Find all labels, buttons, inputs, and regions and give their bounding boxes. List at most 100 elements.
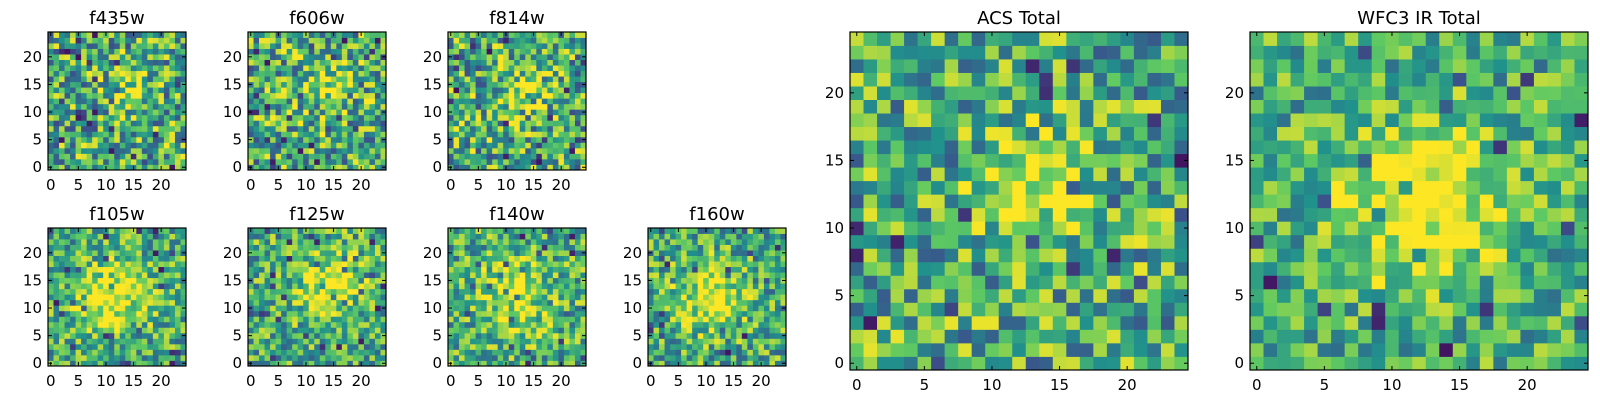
heatmap-cell [563, 228, 570, 234]
heatmap-cell [519, 125, 526, 132]
heatmap-cell [486, 92, 493, 99]
heatmap-cell [448, 321, 454, 328]
heatmap-cell [547, 70, 554, 77]
heatmap-cell [286, 81, 293, 88]
heatmap-cell [70, 125, 76, 132]
heatmap-cell [670, 354, 676, 361]
heatmap-cell [1147, 329, 1162, 344]
heatmap-cell [453, 338, 460, 345]
heatmap-cell [569, 261, 576, 268]
heatmap-cell [103, 299, 110, 306]
heatmap-cell [541, 81, 548, 88]
heatmap-cell [850, 261, 864, 276]
heatmap-cell [747, 316, 754, 323]
heatmap-cell [552, 158, 559, 165]
heatmap-cell [508, 349, 515, 356]
heatmap-cell [470, 277, 476, 284]
heatmap-cell [1093, 207, 1108, 222]
heatmap-cell [114, 164, 121, 171]
heatmap-cell [497, 299, 504, 306]
heatmap-cell [270, 228, 276, 234]
heatmap-cell [325, 142, 332, 149]
heatmap-cell [163, 266, 170, 273]
heatmap-cell [259, 349, 265, 356]
heatmap-cell [780, 354, 787, 361]
heatmap-cell [497, 233, 504, 240]
heatmap-cell [292, 321, 299, 328]
heatmap-cell [569, 109, 576, 116]
y-tick-label: 0 [32, 158, 42, 176]
heatmap-cell [525, 103, 532, 110]
heatmap-cell [1025, 288, 1040, 303]
heatmap-cell [481, 142, 488, 149]
heatmap-cell [275, 272, 282, 279]
heatmap-cell [563, 153, 570, 160]
heatmap-cell [330, 147, 337, 154]
heatmap-cell [464, 294, 471, 301]
heatmap-cell [380, 87, 387, 94]
heatmap-cell [736, 349, 743, 356]
heatmap-cell [75, 272, 82, 279]
heatmap-cell [525, 332, 532, 339]
heatmap-cell [363, 92, 370, 99]
heatmap-cell [541, 332, 548, 339]
heatmap-cell [119, 103, 126, 110]
heatmap-cell [769, 250, 776, 256]
heatmap-cell [275, 54, 282, 60]
heatmap-cell [70, 228, 76, 234]
heatmap-cell [780, 294, 787, 301]
heatmap-cell [119, 158, 126, 165]
heatmap-cell [464, 92, 471, 99]
x-tick-label: 10 [96, 176, 115, 194]
heatmap-cell [552, 164, 559, 171]
heatmap-cell [158, 153, 165, 160]
heatmap-cell [448, 70, 454, 77]
heatmap-cell [492, 316, 499, 323]
heatmap-cell [944, 248, 959, 263]
heatmap-cell [270, 294, 276, 301]
heatmap-cell [536, 233, 543, 240]
heatmap-cell [180, 272, 187, 279]
heatmap-cell [741, 244, 748, 251]
heatmap-cell [519, 294, 526, 301]
heatmap-cell [580, 266, 587, 273]
heatmap-cell [1133, 261, 1148, 276]
heatmap-cell [380, 120, 387, 127]
heatmap-cell [163, 272, 170, 279]
heatmap-cell [877, 167, 891, 182]
heatmap-cell [336, 316, 343, 323]
heatmap-cell [319, 310, 326, 317]
heatmap-cell [292, 360, 299, 367]
heatmap-cell [541, 294, 548, 301]
heatmap-cell [259, 305, 265, 312]
heatmap-cell [259, 120, 265, 127]
heatmap-cell [281, 244, 288, 251]
heatmap-cell [259, 92, 265, 99]
heatmap-cell [525, 32, 532, 38]
heatmap-cell [97, 59, 104, 66]
heatmap-cell [253, 338, 260, 345]
x-tick-label: 5 [74, 176, 84, 194]
heatmap-cell [325, 305, 332, 312]
heatmap-cell [125, 343, 132, 350]
heatmap-cell [81, 37, 88, 44]
heatmap-cell [763, 255, 770, 262]
heatmap-cell [163, 114, 170, 121]
heatmap-cell [336, 70, 343, 77]
heatmap-cell [464, 147, 471, 154]
heatmap-cell [152, 76, 159, 83]
heatmap-cell [536, 261, 543, 268]
heatmap-cell [752, 305, 759, 312]
heatmap-cell [292, 98, 299, 105]
heatmap-cell [303, 299, 310, 306]
heatmap-cell [136, 266, 143, 273]
heatmap-cell [103, 343, 110, 350]
heatmap-cell [103, 92, 110, 99]
heatmap-cell [758, 288, 765, 295]
heatmap-cell [380, 288, 387, 295]
heatmap-cell [180, 87, 187, 94]
heatmap-cell [319, 76, 326, 83]
heatmap-cell [574, 343, 581, 350]
heatmap-cell [303, 70, 310, 77]
heatmap-cell [248, 43, 254, 49]
